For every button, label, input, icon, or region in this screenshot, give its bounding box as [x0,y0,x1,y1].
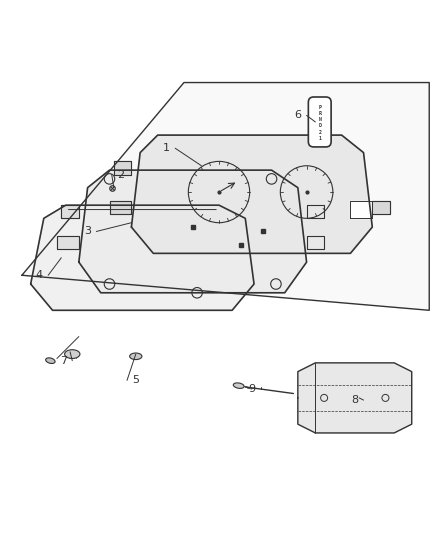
Ellipse shape [233,383,244,389]
Text: 8: 8 [351,395,358,405]
Polygon shape [372,201,390,214]
Text: 4: 4 [36,270,43,280]
Text: 7: 7 [60,356,67,366]
Polygon shape [22,83,429,310]
Polygon shape [307,236,324,249]
Text: 2: 2 [117,169,124,180]
Polygon shape [131,135,372,253]
Text: 1: 1 [163,143,170,154]
Ellipse shape [130,353,142,360]
FancyBboxPatch shape [308,97,331,147]
Polygon shape [350,201,372,219]
Text: 3: 3 [84,227,91,237]
Polygon shape [307,205,324,219]
Polygon shape [79,170,307,293]
Polygon shape [57,236,79,249]
Text: P: P [318,105,321,110]
Polygon shape [31,205,254,310]
Polygon shape [61,205,79,219]
Text: 2: 2 [318,130,321,134]
Text: R: R [318,111,321,116]
Text: 9: 9 [248,384,255,394]
Text: 5: 5 [132,375,139,385]
Ellipse shape [65,350,80,359]
Text: N: N [318,117,321,122]
Ellipse shape [46,358,55,364]
Polygon shape [110,201,131,214]
Polygon shape [298,363,412,433]
Polygon shape [114,161,131,174]
Text: 1: 1 [318,136,321,141]
Text: D: D [318,124,321,128]
Text: 6: 6 [294,110,301,120]
